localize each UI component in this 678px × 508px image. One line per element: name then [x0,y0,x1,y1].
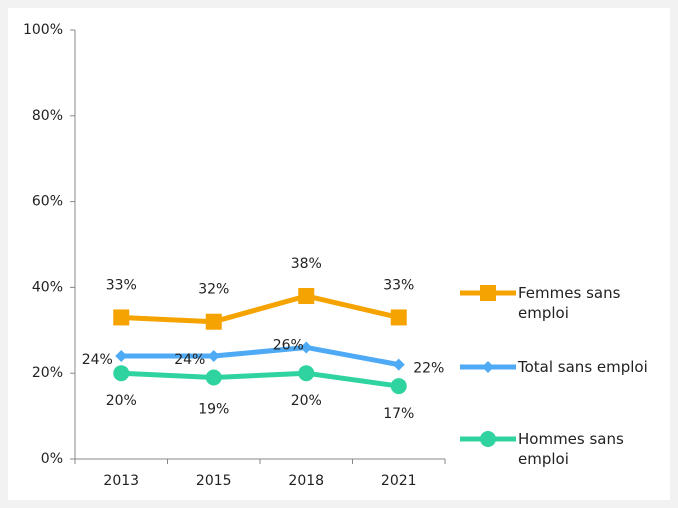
data-point [205,369,222,386]
data-label: 20% [291,393,322,409]
data-point [300,341,313,354]
line-series [121,293,400,325]
data-label: 22% [413,361,444,377]
legend-label: Total sans emploi [518,358,648,376]
data-label: 32% [198,282,229,298]
data-label: 17% [383,406,414,422]
data-point [207,350,220,363]
y-tick-label: 80% [32,108,63,124]
data-point [390,378,407,395]
data-point [115,350,128,363]
legend-marker [480,431,496,447]
legend-label: Hommes sans emploi [518,430,624,468]
x-tick-label: 2021 [381,473,417,489]
data-label: 24% [174,352,205,368]
chart-area: 0% 20% 40% 60% 80% 100% 2013 2015 2018 2021 33% 32%… [8,8,670,500]
data-label: 20% [106,393,137,409]
data-point [205,313,222,330]
data-label: 33% [383,277,414,293]
data-point [113,309,130,326]
data-label: 38% [291,256,322,272]
x-tick-label: 2013 [103,473,139,489]
y-tick-label: 40% [32,279,63,295]
data-label: 26% [273,337,304,353]
data-point [113,365,130,382]
data-point [390,309,407,326]
legend-marker [482,361,494,373]
chart: 0% 20% 40% 60% 80% 100% 2013 2015 2018 2021 33% 32%… [23,22,516,489]
data-point [392,358,405,371]
line-series [121,344,400,368]
legend-label: Femmes sans emploi [518,284,621,322]
y-tick-label: 60% [32,194,63,210]
data-label: 19% [198,401,229,417]
y-tick-label: 20% [32,365,63,381]
y-tick-label: 0% [41,451,63,467]
data-point [298,287,315,304]
y-tick-label: 100% [23,22,63,38]
data-label: 24% [82,352,113,368]
line-series [121,370,400,389]
data-label: 33% [106,277,137,293]
x-tick-label: 2015 [196,473,232,489]
data-point [298,365,315,382]
x-tick-label: 2018 [288,473,324,489]
legend-marker [480,285,496,301]
